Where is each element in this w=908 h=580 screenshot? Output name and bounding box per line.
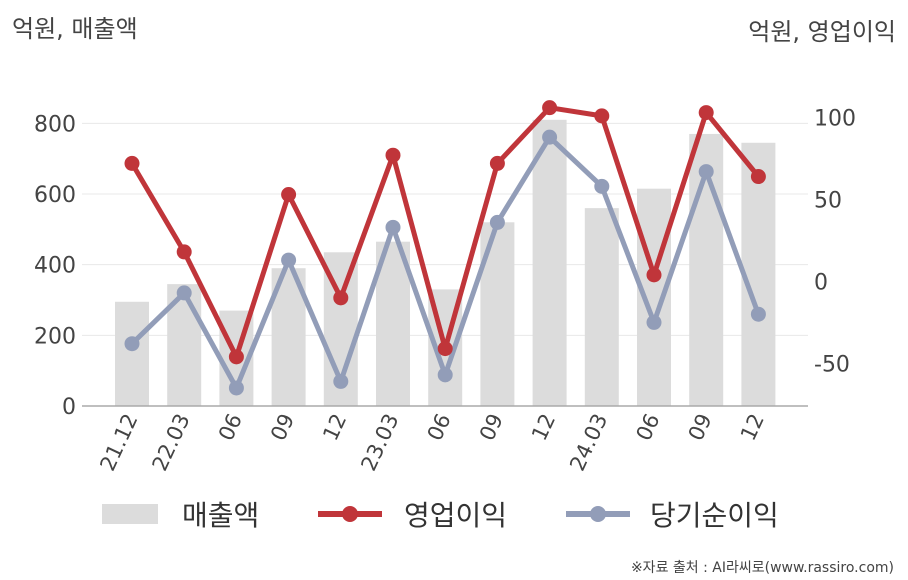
left-y-tick-label: 800	[34, 112, 76, 137]
right-y-axis: -50 0 50 100	[814, 107, 856, 378]
left-axis-unit: 억원, 매출액	[12, 15, 138, 43]
x-tick-label: 06	[214, 410, 247, 444]
point-net-income	[228, 380, 244, 396]
right-axis-unit: 억원, 영업이익	[748, 18, 896, 46]
x-axis: 21.12 22.03 06 09 12 23.03 06 09 12 24.03 06 09 12	[95, 410, 769, 475]
point-operating-income	[176, 244, 192, 260]
bar-sales	[115, 301, 149, 406]
point-operating-income	[542, 100, 558, 116]
point-operating-income	[124, 155, 140, 171]
legend-label-operating: 영업이익	[404, 499, 507, 532]
x-tick-label: 06	[631, 410, 664, 444]
line-series	[124, 100, 766, 396]
legend-label-sales: 매출액	[182, 499, 259, 532]
point-net-income	[542, 129, 558, 145]
x-tick-label: 21.12	[95, 410, 142, 475]
x-tick-label: 12	[527, 410, 560, 444]
point-operating-income	[698, 105, 714, 121]
right-y-tick-label: -50	[814, 352, 850, 377]
point-net-income	[385, 219, 401, 235]
legend-swatch-sales	[102, 504, 158, 524]
point-net-income	[646, 314, 662, 330]
x-tick-label: 06	[423, 410, 456, 444]
x-tick-label: 09	[266, 410, 299, 444]
bar-sales	[532, 119, 567, 407]
bar-sales	[584, 208, 619, 406]
left-y-tick-label: 0	[62, 395, 76, 420]
point-operating-income	[385, 147, 401, 163]
point-operating-income	[750, 169, 766, 185]
point-net-income	[176, 285, 192, 301]
legend-marker-net	[590, 506, 606, 522]
point-net-income	[333, 373, 349, 389]
line-series-operating-income	[124, 100, 766, 365]
point-net-income	[594, 178, 610, 194]
point-net-income	[437, 367, 453, 383]
point-operating-income	[489, 155, 505, 171]
left-y-axis: 0 200 400 600 800	[34, 112, 76, 420]
right-y-tick-label: 100	[814, 107, 856, 132]
right-y-tick-label: 50	[814, 188, 842, 213]
left-y-tick-label: 200	[34, 324, 76, 349]
point-net-income	[750, 306, 766, 322]
point-net-income	[489, 214, 505, 230]
left-y-tick-label: 600	[34, 183, 76, 208]
line-series-net-income	[124, 129, 766, 396]
point-net-income	[124, 336, 140, 352]
bar-sales	[376, 241, 410, 406]
point-operating-income	[646, 267, 662, 283]
point-operating-income	[333, 290, 349, 306]
x-tick-label: 12	[736, 410, 769, 444]
x-tick-label: 09	[475, 410, 508, 444]
right-y-tick-label: 0	[814, 270, 828, 295]
bar-sales	[689, 133, 724, 406]
point-operating-income	[281, 187, 297, 203]
point-net-income	[698, 164, 714, 180]
x-tick-label: 24.03	[565, 410, 612, 475]
x-tick-label: 22.03	[148, 410, 195, 475]
legend-marker-operating	[342, 506, 358, 522]
legend: 매출액 영업이익 당기순이익	[102, 499, 779, 532]
point-operating-income	[594, 108, 610, 124]
x-tick-label: 09	[684, 410, 717, 444]
point-operating-income	[437, 341, 453, 357]
x-tick-label: 23.03	[356, 410, 403, 475]
point-operating-income	[228, 349, 244, 365]
legend-label-net: 당기순이익	[650, 499, 779, 532]
source-note: ※자료 출처 : AI라씨로(www.rassiro.com)	[631, 560, 894, 576]
left-y-tick-label: 400	[34, 254, 76, 279]
bar-sales	[741, 142, 776, 406]
point-net-income	[281, 252, 297, 268]
x-tick-label: 12	[318, 410, 351, 444]
